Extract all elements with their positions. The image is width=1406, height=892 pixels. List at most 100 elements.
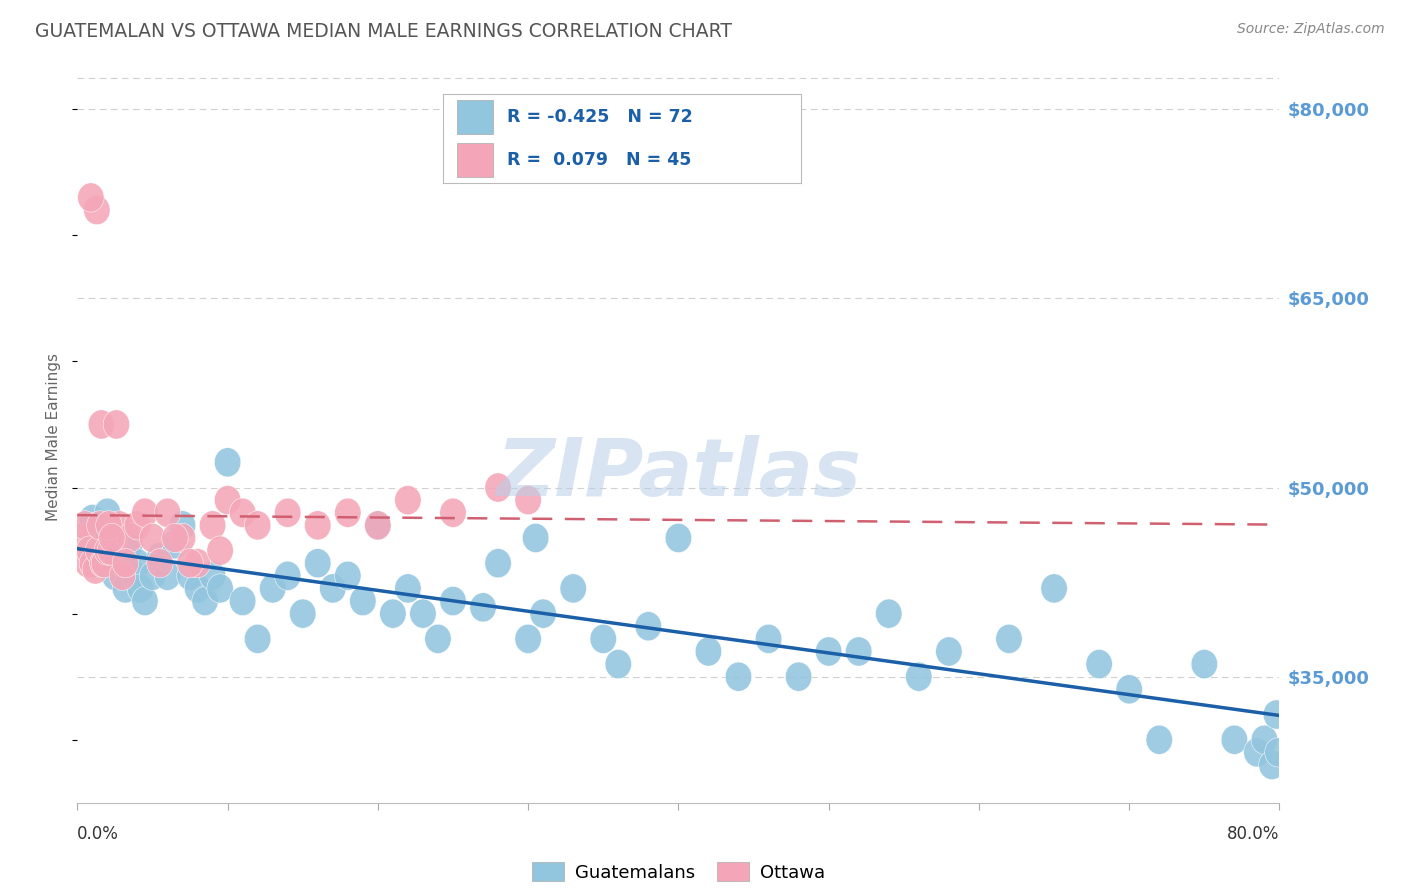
Ellipse shape	[75, 549, 101, 578]
Ellipse shape	[107, 511, 132, 540]
Ellipse shape	[395, 485, 422, 515]
Ellipse shape	[1222, 725, 1247, 755]
Ellipse shape	[229, 498, 256, 527]
Ellipse shape	[485, 549, 512, 578]
Ellipse shape	[96, 511, 122, 540]
Ellipse shape	[139, 561, 166, 591]
Ellipse shape	[155, 498, 181, 527]
Ellipse shape	[98, 524, 125, 553]
Ellipse shape	[117, 524, 143, 553]
Ellipse shape	[191, 586, 218, 615]
Ellipse shape	[112, 574, 139, 603]
Ellipse shape	[530, 599, 557, 628]
Ellipse shape	[425, 624, 451, 654]
Ellipse shape	[245, 511, 271, 540]
Ellipse shape	[146, 542, 173, 572]
Ellipse shape	[214, 485, 240, 515]
Text: 80.0%: 80.0%	[1227, 825, 1279, 843]
Ellipse shape	[162, 530, 188, 559]
Ellipse shape	[515, 485, 541, 515]
Ellipse shape	[725, 662, 752, 691]
Ellipse shape	[364, 511, 391, 540]
Ellipse shape	[523, 524, 548, 553]
Text: R =  0.079   N = 45: R = 0.079 N = 45	[508, 151, 692, 169]
Ellipse shape	[1263, 700, 1289, 729]
Ellipse shape	[1191, 649, 1218, 679]
Ellipse shape	[1265, 738, 1291, 767]
Ellipse shape	[665, 524, 692, 553]
Ellipse shape	[290, 599, 316, 628]
Ellipse shape	[110, 561, 135, 591]
Ellipse shape	[89, 409, 115, 439]
Ellipse shape	[440, 498, 467, 527]
Ellipse shape	[83, 195, 110, 225]
Y-axis label: Median Male Earnings: Median Male Earnings	[46, 353, 62, 521]
Ellipse shape	[470, 592, 496, 622]
Ellipse shape	[139, 524, 166, 553]
Ellipse shape	[1244, 738, 1270, 767]
Ellipse shape	[87, 511, 112, 540]
Ellipse shape	[155, 561, 181, 591]
Text: Source: ZipAtlas.com: Source: ZipAtlas.com	[1237, 22, 1385, 37]
Ellipse shape	[229, 586, 256, 615]
Ellipse shape	[380, 599, 406, 628]
Ellipse shape	[245, 624, 271, 654]
Ellipse shape	[101, 561, 128, 591]
FancyBboxPatch shape	[457, 100, 494, 134]
Ellipse shape	[104, 524, 131, 553]
Ellipse shape	[364, 511, 391, 540]
Ellipse shape	[184, 574, 211, 603]
Ellipse shape	[274, 561, 301, 591]
Ellipse shape	[82, 524, 108, 553]
Ellipse shape	[605, 649, 631, 679]
Ellipse shape	[97, 536, 124, 566]
Ellipse shape	[200, 511, 226, 540]
Text: GUATEMALAN VS OTTAWA MEDIAN MALE EARNINGS CORRELATION CHART: GUATEMALAN VS OTTAWA MEDIAN MALE EARNING…	[35, 22, 733, 41]
Ellipse shape	[124, 549, 150, 578]
Ellipse shape	[1116, 674, 1143, 704]
Ellipse shape	[124, 511, 150, 540]
Ellipse shape	[485, 473, 512, 502]
Ellipse shape	[132, 498, 157, 527]
Ellipse shape	[876, 599, 903, 628]
Ellipse shape	[76, 536, 103, 566]
Ellipse shape	[162, 524, 188, 553]
Ellipse shape	[121, 561, 148, 591]
Ellipse shape	[1146, 725, 1173, 755]
Ellipse shape	[79, 504, 105, 533]
Ellipse shape	[117, 530, 143, 559]
Ellipse shape	[409, 599, 436, 628]
Ellipse shape	[1251, 725, 1278, 755]
Ellipse shape	[274, 498, 301, 527]
Ellipse shape	[177, 549, 204, 578]
Ellipse shape	[845, 637, 872, 666]
Ellipse shape	[905, 662, 932, 691]
Ellipse shape	[200, 561, 226, 591]
Ellipse shape	[69, 524, 96, 553]
Ellipse shape	[395, 574, 422, 603]
Ellipse shape	[127, 574, 153, 603]
Ellipse shape	[101, 524, 128, 553]
Ellipse shape	[305, 511, 330, 540]
Ellipse shape	[103, 409, 129, 439]
Ellipse shape	[305, 549, 330, 578]
Ellipse shape	[214, 448, 240, 477]
Ellipse shape	[335, 498, 361, 527]
Ellipse shape	[335, 561, 361, 591]
Ellipse shape	[146, 549, 173, 578]
Ellipse shape	[97, 536, 124, 566]
Ellipse shape	[112, 549, 139, 578]
Ellipse shape	[1258, 750, 1285, 780]
Text: ZIPatlas: ZIPatlas	[496, 434, 860, 513]
Ellipse shape	[86, 536, 111, 566]
Ellipse shape	[94, 536, 121, 566]
Ellipse shape	[91, 549, 118, 578]
Ellipse shape	[169, 524, 195, 553]
Ellipse shape	[177, 561, 204, 591]
Ellipse shape	[319, 574, 346, 603]
Ellipse shape	[90, 549, 117, 578]
Ellipse shape	[515, 624, 541, 654]
Ellipse shape	[110, 549, 135, 578]
Ellipse shape	[91, 549, 118, 578]
Ellipse shape	[350, 586, 375, 615]
